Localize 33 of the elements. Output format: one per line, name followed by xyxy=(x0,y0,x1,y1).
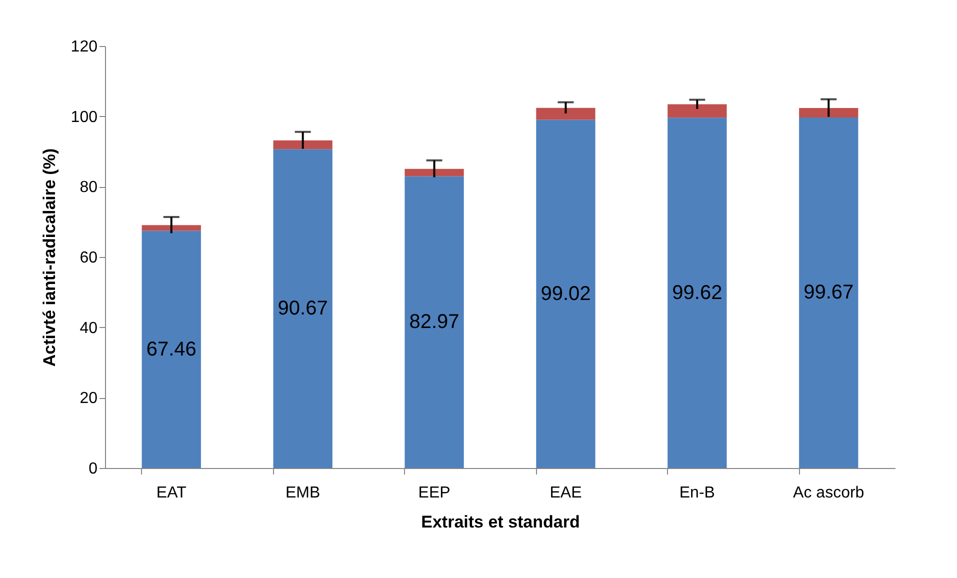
data-label: 90.67 xyxy=(278,298,328,320)
data-label: 99.62 xyxy=(672,282,722,304)
x-tick-label: EMB xyxy=(285,484,320,502)
x-tick-label: En-B xyxy=(679,484,715,502)
y-tick-label: 20 xyxy=(80,390,98,408)
bar xyxy=(799,117,858,468)
x-axis-title: Extraits et standard xyxy=(421,512,580,532)
bar xyxy=(404,168,464,176)
bar xyxy=(142,230,201,468)
bar xyxy=(668,104,727,118)
data-label: 99.67 xyxy=(804,282,854,304)
y-axis-title: Activté ianti-radicalaire (%) xyxy=(40,148,59,367)
bar xyxy=(404,176,464,468)
y-tick-label: 0 xyxy=(88,460,98,478)
y-tick-label: 120 xyxy=(70,38,98,56)
data-label: 82.97 xyxy=(409,311,460,334)
y-tick-label: 100 xyxy=(70,108,98,126)
y-tick-label: 80 xyxy=(80,179,98,196)
bar xyxy=(273,149,332,468)
bar xyxy=(536,108,596,120)
x-tick-label: Ac ascorb xyxy=(793,484,864,502)
y-tick-label: 40 xyxy=(80,320,98,337)
x-tick-label: EAE xyxy=(550,484,582,502)
bar xyxy=(142,225,201,231)
data-label: 99.02 xyxy=(540,282,591,305)
x-tick-label: EAT xyxy=(156,484,187,502)
bar xyxy=(799,108,858,118)
x-tick-label: EEP xyxy=(418,484,450,502)
data-label: 67.46 xyxy=(146,338,196,360)
bar xyxy=(273,140,332,150)
y-tick-label: 60 xyxy=(80,250,98,266)
bar xyxy=(668,118,727,468)
bar xyxy=(536,120,596,468)
